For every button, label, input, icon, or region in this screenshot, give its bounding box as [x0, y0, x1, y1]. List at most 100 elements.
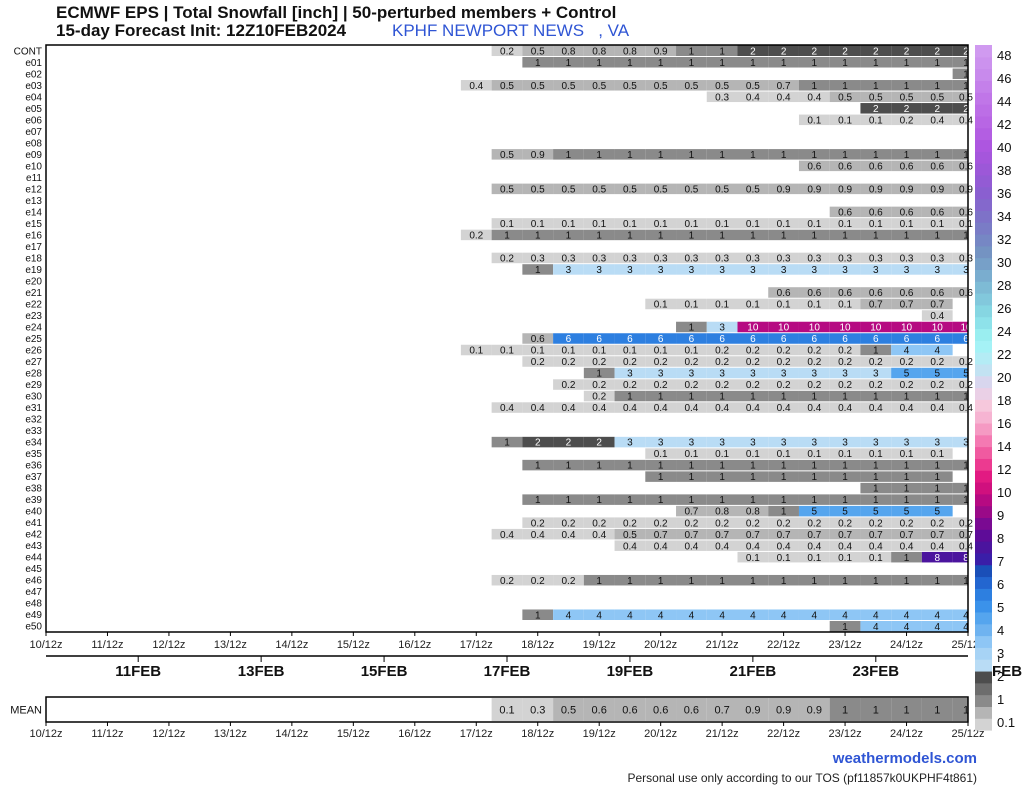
- snow-cell-value: 0.7: [654, 530, 668, 541]
- snow-cell-value: 3: [934, 265, 940, 276]
- snow-cell-value: 0.1: [654, 219, 668, 230]
- snow-cell: [522, 528, 554, 540]
- snow-cell: [522, 333, 554, 344]
- member-label: e21: [25, 288, 42, 299]
- snow-cell: [798, 402, 830, 413]
- snow-cell: [921, 57, 953, 68]
- snow-cell: [737, 264, 769, 275]
- snow-cell: [921, 298, 953, 310]
- snow-cell-value: 1: [812, 495, 818, 506]
- snow-cell-value: 0.6: [959, 161, 973, 172]
- colorbar-tick-label: 38: [997, 163, 1011, 178]
- snow-cell: [553, 517, 584, 528]
- x-tick-label: 17/12z: [460, 639, 493, 651]
- colorbar-swatch: [975, 529, 992, 542]
- snow-cell-value: 0.5: [654, 184, 668, 195]
- snow-cell-value: 0.2: [838, 518, 852, 529]
- snow-cell-value: 5: [963, 369, 969, 380]
- snow-cell: [676, 459, 707, 471]
- colorbar-tick-label: 3: [997, 646, 1004, 661]
- snow-cell: [829, 252, 861, 264]
- member-row: 0.6 0.6 0.6 0.6 0.6: [829, 206, 973, 218]
- member-label: e44: [25, 553, 42, 564]
- snow-cell-value: 8: [934, 553, 940, 564]
- snow-cell-value: 2: [873, 104, 879, 115]
- snow-cell: [798, 551, 830, 563]
- snow-cell-value: 1: [934, 495, 940, 506]
- snow-cell: [921, 149, 953, 160]
- snow-cell: [706, 402, 738, 413]
- member-label: e19: [25, 265, 42, 276]
- snow-cell: [768, 540, 799, 551]
- snow-cell-value: 0.2: [807, 380, 821, 391]
- snow-cell: [860, 206, 892, 218]
- member-row: 1 4 4 4 4: [829, 620, 969, 633]
- snow-cell: [891, 390, 922, 402]
- snow-cell-value: 0.4: [777, 92, 791, 103]
- snow-cell: [706, 229, 738, 241]
- snow-cell-value: 1: [658, 231, 664, 242]
- snow-cell-value: 0.1: [869, 115, 883, 126]
- snow-cell-value: 0.1: [715, 300, 729, 311]
- snow-cell: [614, 149, 646, 160]
- snow-cell: [491, 252, 523, 264]
- snow-cell: [768, 436, 799, 448]
- snow-cell: [952, 551, 968, 563]
- snow-cell-value: 4: [750, 610, 756, 621]
- snow-cell-value: 0.1: [838, 553, 852, 564]
- snow-cell: [737, 517, 769, 528]
- snow-cell: [676, 356, 707, 367]
- snow-cell-value: 0.3: [623, 254, 637, 265]
- watermark-text[interactable]: weathermodels.com: [832, 750, 977, 767]
- snow-cell: [737, 609, 769, 620]
- snow-cell-value: 0.2: [959, 518, 973, 529]
- snow-cell: [614, 379, 646, 390]
- snow-cell-value: 1: [842, 704, 848, 716]
- snow-cell: [921, 436, 953, 448]
- snow-cell-value: 0.4: [746, 403, 760, 414]
- colorbar-tick-label: 46: [997, 71, 1011, 86]
- member-label: e43: [25, 541, 42, 552]
- snow-cell: [737, 367, 769, 379]
- snow-cell: [952, 218, 968, 229]
- snow-cell-value: 4: [934, 346, 940, 357]
- snow-cell: [768, 551, 799, 563]
- member-row: 1 3 3 3 3 3 3 3 3 3 5 5 5: [583, 367, 969, 380]
- snow-cell-value: 0.1: [838, 449, 852, 460]
- snow-cell-value: 0.4: [562, 530, 576, 541]
- snow-cell-value: 0.4: [654, 541, 668, 552]
- snow-cell-value: 1: [812, 58, 818, 69]
- snow-cell: [706, 390, 738, 402]
- snow-cell-value: 0.2: [777, 380, 791, 391]
- snow-cell-value: 6: [963, 334, 969, 345]
- snow-cell: [614, 183, 646, 195]
- snow-cell: [921, 103, 953, 114]
- snow-cell: [921, 402, 953, 413]
- colorbar-swatch: [975, 163, 992, 176]
- snow-cell-value: 1: [812, 231, 818, 242]
- snow-cell: [706, 448, 738, 459]
- mean-x-tick-label: 19/12z: [583, 728, 616, 740]
- snow-cell-value: 1: [689, 323, 695, 334]
- colorbar-swatch: [975, 233, 992, 247]
- snow-cell: [921, 114, 953, 126]
- snow-cell: [522, 183, 554, 195]
- snow-cell: [737, 540, 769, 551]
- snow-cell-value: 4: [719, 610, 725, 621]
- snow-cell: [676, 298, 707, 310]
- snow-cell: [583, 57, 615, 68]
- snow-cell-value: 0.4: [807, 92, 821, 103]
- snow-cell: [583, 609, 615, 620]
- snow-cell-value: 1: [873, 346, 879, 357]
- snow-cell-value: 1: [689, 392, 695, 403]
- colorbar-swatch: [975, 505, 992, 519]
- snow-cell: [583, 333, 615, 344]
- colorbar-tick-label: 10: [997, 485, 1011, 500]
- snow-cell-value: 4: [627, 610, 633, 621]
- snow-cell-value: 0.1: [499, 704, 514, 716]
- colorbar-tick-label: 2: [997, 669, 1004, 684]
- snow-cell: [798, 517, 830, 528]
- snow-cell-value: 0.5: [531, 46, 545, 57]
- snow-cell: [860, 379, 892, 390]
- snow-cell: [891, 482, 922, 494]
